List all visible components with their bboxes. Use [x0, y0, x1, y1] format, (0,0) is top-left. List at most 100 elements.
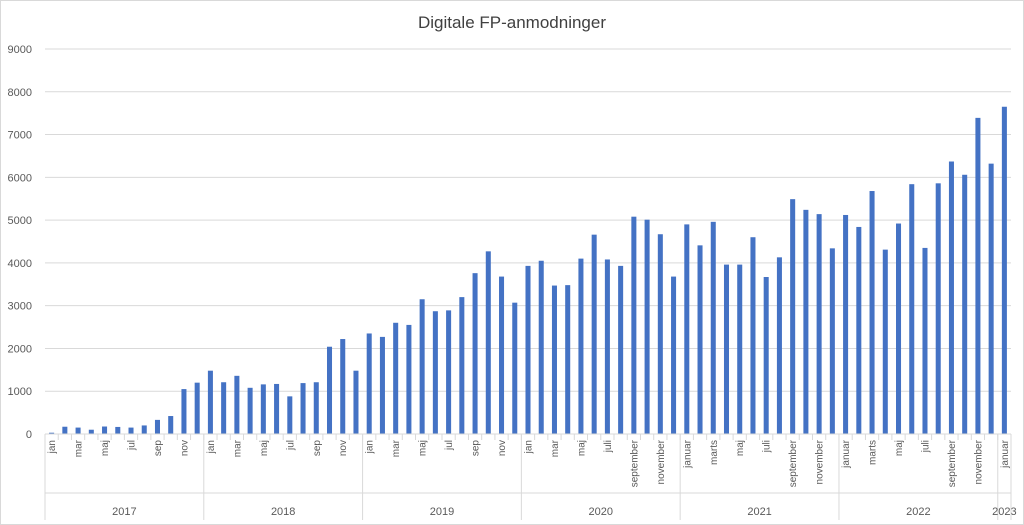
bar — [88, 429, 94, 434]
bar — [551, 285, 557, 434]
y-tick-label: 6000 — [8, 172, 32, 184]
y-tick-label: 1000 — [8, 386, 32, 398]
bar — [869, 191, 875, 434]
bar — [856, 226, 862, 434]
month-label: september — [629, 439, 640, 487]
month-label: juli — [762, 440, 773, 453]
bar — [274, 383, 280, 434]
month-label: mar — [391, 439, 402, 457]
bar — [565, 285, 571, 434]
year-label: 2017 — [112, 506, 136, 518]
bar — [710, 221, 716, 434]
month-label: maj — [100, 440, 111, 456]
bar — [750, 237, 756, 434]
y-tick-label: 4000 — [8, 258, 32, 270]
month-label: nov — [338, 440, 349, 456]
month-label: jul — [127, 440, 138, 451]
bar — [221, 382, 227, 434]
bar — [260, 384, 266, 434]
bar — [829, 248, 835, 434]
year-label: 2022 — [906, 506, 930, 518]
bar — [194, 382, 200, 434]
month-label: maj — [418, 440, 429, 456]
bar — [882, 249, 888, 434]
month-label: maj — [576, 440, 587, 456]
bar — [631, 216, 637, 434]
year-label: 2021 — [747, 506, 771, 518]
bar — [234, 375, 240, 434]
bar — [128, 427, 134, 434]
bar — [207, 370, 213, 434]
bar — [975, 117, 981, 434]
bar — [684, 224, 690, 434]
month-label: jan — [206, 440, 217, 454]
bar — [366, 333, 372, 434]
month-label: maj — [259, 440, 270, 456]
bar — [181, 389, 187, 434]
bar — [115, 426, 121, 434]
month-label: mar — [232, 439, 243, 457]
month-label: mar — [550, 439, 561, 457]
bar — [485, 251, 491, 434]
bar — [843, 214, 849, 434]
bar — [948, 161, 954, 434]
bar — [591, 234, 597, 434]
month-label: sep — [312, 440, 323, 457]
y-tick-label: 9000 — [8, 44, 32, 56]
month-label: november — [815, 439, 826, 484]
month-label: november — [656, 439, 667, 484]
bar — [909, 184, 915, 434]
bar — [657, 234, 663, 434]
bar — [988, 163, 994, 434]
month-label: nov — [497, 440, 508, 456]
bar — [618, 265, 624, 434]
bar — [168, 416, 174, 434]
month-label: sep — [153, 440, 164, 457]
month-label: januar — [1000, 439, 1011, 468]
bar — [432, 311, 438, 434]
bar — [313, 382, 319, 434]
bar — [472, 273, 478, 434]
y-tick-label: 7000 — [8, 130, 32, 142]
bar — [962, 174, 968, 434]
month-label: jul — [444, 440, 455, 451]
month-label: september — [788, 439, 799, 487]
bar — [75, 427, 81, 434]
bar — [790, 199, 796, 434]
bar — [287, 396, 293, 434]
bar — [326, 346, 333, 434]
chart-title: Digitale FP-anmodninger — [418, 13, 606, 32]
bar — [247, 387, 253, 434]
y-tick-label: 2000 — [8, 343, 32, 355]
bar — [102, 426, 108, 434]
month-label: november — [973, 439, 984, 484]
month-label: marts — [709, 440, 720, 465]
month-label: maj — [894, 440, 905, 456]
bar — [538, 260, 544, 434]
month-label: januar — [682, 439, 693, 468]
axes: 0 1000 2000 3000 4000 5000 6000 7000 8000 9000 jan… — [8, 44, 1017, 520]
month-label: september — [947, 439, 958, 487]
bar — [393, 322, 399, 434]
bar — [816, 214, 822, 434]
bar — [723, 264, 730, 434]
bar — [525, 265, 531, 434]
month-label: maj — [735, 440, 746, 456]
bar — [300, 383, 306, 434]
year-label: 2023 — [992, 506, 1016, 518]
bar — [406, 324, 412, 434]
bar — [671, 276, 677, 434]
y-tick-label: 5000 — [8, 215, 32, 227]
month-label: sep — [471, 440, 482, 457]
bar — [141, 425, 147, 434]
y-tick-label: 0 — [26, 429, 32, 441]
bar — [379, 336, 385, 434]
month-label: juli — [920, 440, 931, 453]
bars — [49, 106, 1007, 434]
bar — [340, 339, 346, 434]
month-label: nov — [179, 440, 190, 456]
bar — [459, 297, 465, 434]
bar — [697, 245, 703, 434]
y-tick-label: 8000 — [8, 87, 32, 99]
